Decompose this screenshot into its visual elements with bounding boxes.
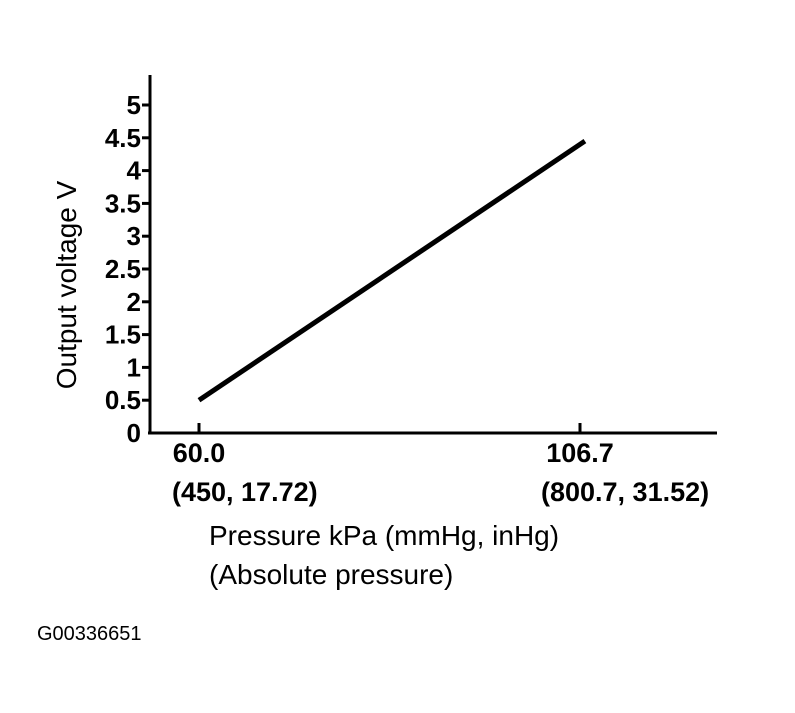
y-tick-label: 3 bbox=[127, 221, 141, 251]
y-tick-label: 5 bbox=[127, 90, 141, 120]
y-tick-label: 2 bbox=[127, 287, 141, 317]
x-tick-label: 60.0 bbox=[173, 438, 226, 468]
y-tick-label: 4.5 bbox=[105, 123, 141, 153]
x-tick-sublabel: (800.7, 31.52) bbox=[541, 477, 709, 507]
x-tick-sublabel: (450, 17.72) bbox=[172, 477, 318, 507]
figure-id: G00336651 bbox=[37, 623, 142, 645]
x-axis-label: Pressure kPa (mmHg, inHg) bbox=[209, 520, 559, 551]
y-tick-label: 4 bbox=[127, 156, 142, 186]
y-axis-label: Output voltage V bbox=[51, 180, 82, 389]
y-tick-label: 0.5 bbox=[105, 385, 141, 415]
y-tick-label: 2.5 bbox=[105, 254, 141, 284]
voltage-line bbox=[197, 139, 587, 403]
x-axis-sublabel: (Absolute pressure) bbox=[209, 559, 453, 590]
y-tick-label: 3.5 bbox=[105, 188, 141, 218]
y-tick-label: 0 bbox=[127, 418, 141, 448]
x-tick-label: 106.7 bbox=[546, 438, 614, 468]
y-tick-label: 1 bbox=[127, 352, 141, 382]
y-tick-label: 1.5 bbox=[105, 320, 141, 350]
